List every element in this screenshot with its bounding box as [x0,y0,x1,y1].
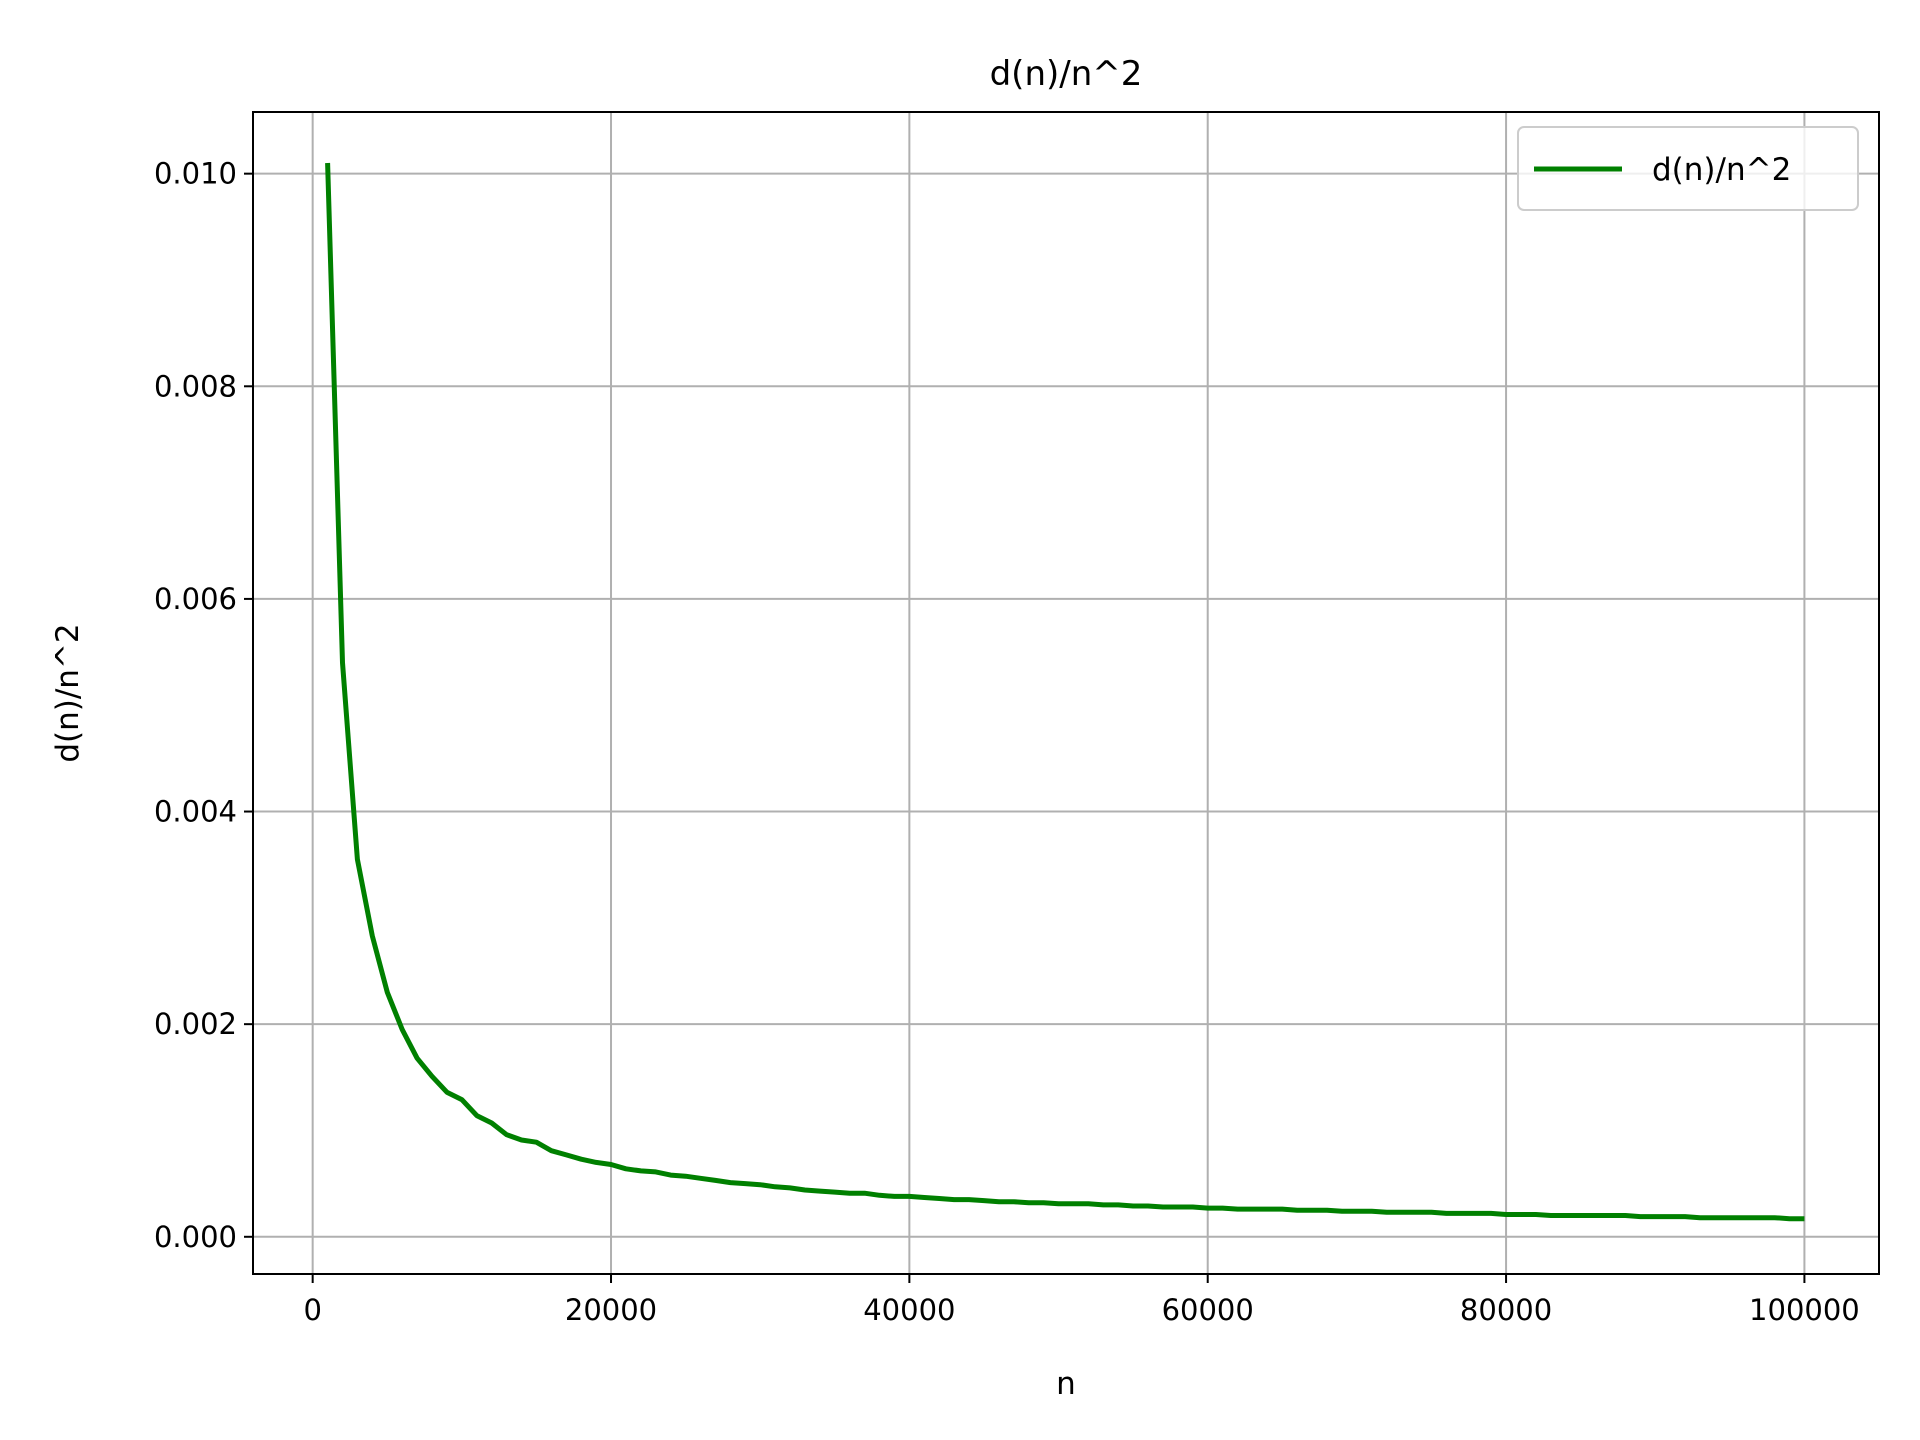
y-tick-label: 0.000 [154,1220,237,1254]
y-axis-label: d(n)/n^2 [50,623,86,762]
legend-label: d(n)/n^2 [1652,152,1791,188]
x-ticks: 0 20000 40000 60000 80000 100000 [303,1274,1860,1327]
axes-frame [252,111,1880,1275]
x-tick-label: 100000 [1749,1293,1860,1327]
x-tick-label: 0 [303,1293,321,1327]
x-grid [311,112,1806,1274]
plot-area [253,112,1879,1274]
x-tick-label: 20000 [565,1293,657,1327]
x-tick-label: 40000 [863,1293,955,1327]
series-line [325,162,1805,1222]
y-tick-label: 0.002 [154,1007,237,1041]
series-layer [325,162,1805,1222]
y-tick-label: 0.004 [154,795,237,829]
x-tick-label: 80000 [1460,1293,1552,1327]
legend: d(n)/n^2 [1517,126,1859,211]
y-tick-label: 0.010 [154,157,237,191]
chart-title: d(n)/n^2 [990,54,1143,94]
y-ticks: 0.000 0.002 0.004 0.006 0.008 0.010 [154,157,253,1254]
legend-box [1517,126,1859,211]
y-tick-label: 0.008 [154,369,237,403]
y-tick-label: 0.006 [154,582,237,616]
x-axis-label: n [1056,1366,1076,1402]
x-tick-label: 60000 [1162,1293,1254,1327]
